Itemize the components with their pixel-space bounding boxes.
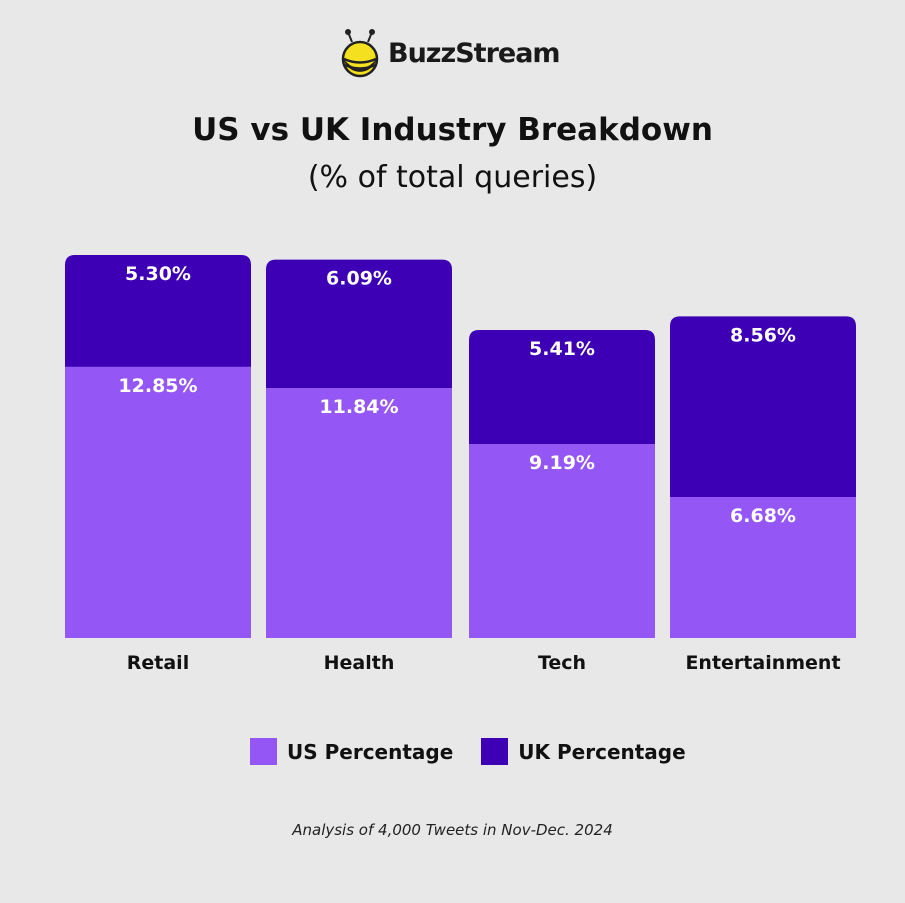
legend-item-uk: UK Percentage	[481, 738, 686, 765]
data-label: 9.19%	[529, 452, 595, 474]
data-label: 5.41%	[529, 338, 595, 360]
data-label: 11.84%	[319, 396, 398, 418]
bar-us-tech	[469, 444, 655, 638]
chart-title: US vs UK Industry Breakdown	[192, 112, 713, 148]
bar-uk-retail	[65, 255, 251, 367]
footnote: Analysis of 4,000 Tweets in Nov-Dec. 202…	[292, 821, 613, 839]
category-label: Health	[324, 652, 395, 674]
legend-swatch-us	[250, 738, 277, 765]
legend-label-uk: UK Percentage	[518, 739, 686, 764]
chart-subtitle: (% of total queries)	[307, 160, 598, 195]
data-label: 6.68%	[730, 505, 796, 527]
category-label: Entertainment	[685, 652, 840, 674]
bar-us-retail	[65, 366, 251, 638]
logo-text: BuzzStream	[388, 37, 561, 69]
bar-uk-entertainment	[670, 316, 856, 498]
category-label: Retail	[127, 652, 189, 674]
legend-label-us: US Percentage	[287, 739, 454, 764]
bar-us-entertainment	[670, 497, 856, 638]
bee-icon	[341, 29, 379, 78]
legend-swatch-uk	[481, 738, 509, 765]
data-label: 12.85%	[118, 375, 197, 397]
category-label: Tech	[538, 652, 586, 674]
buzzstream-logo: BuzzStream	[340, 28, 561, 78]
legend: US Percentage UK Percentage	[250, 738, 714, 765]
data-label: 8.56%	[730, 324, 796, 346]
bar-us-health	[266, 388, 452, 638]
legend-item-us: US Percentage	[250, 738, 453, 765]
data-label: 5.30%	[125, 263, 191, 285]
bar-uk-health	[266, 259, 452, 389]
data-label: 6.09%	[326, 268, 392, 290]
bar-uk-tech	[469, 329, 655, 445]
